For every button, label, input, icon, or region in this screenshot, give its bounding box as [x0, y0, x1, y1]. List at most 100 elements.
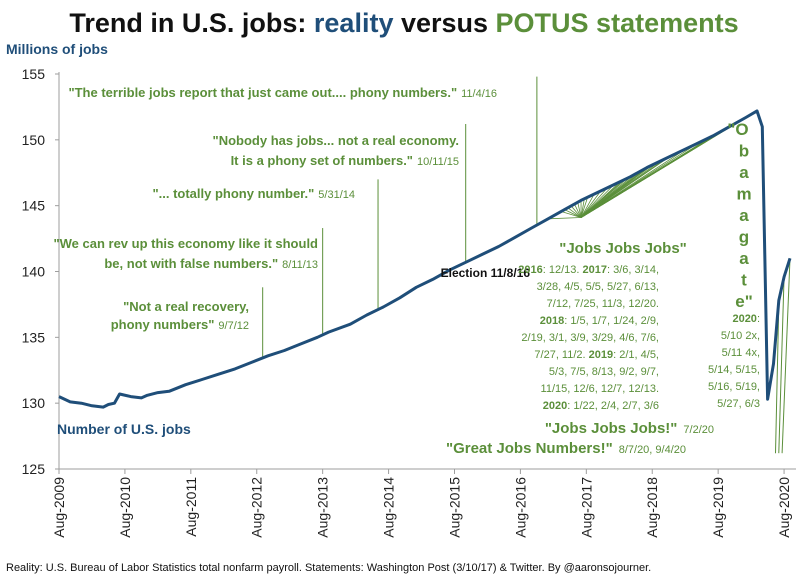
title-part3: versus	[393, 8, 495, 38]
statement-quote: "Nobody has jobs... not a real economy. I…	[213, 133, 459, 168]
statement-quote-line: "Not a real recovery,	[123, 299, 249, 314]
obamagate-date-text: 2020	[732, 313, 756, 325]
title-reality: reality	[314, 8, 394, 38]
jobs-tweet-line	[580, 193, 595, 218]
chart-title: Trend in U.S. jobs: reality versus POTUS…	[69, 8, 738, 38]
y-tick-label: 140	[22, 264, 46, 280]
jobs-tweet-line	[580, 187, 608, 218]
statement-quote: "Not a real recovery, phony numbers" 9/7/1…	[111, 299, 249, 332]
y-tick-label: 130	[22, 395, 46, 411]
axes: 125 130 135 140 145 150 155 Aug-2009 Aug-2010 Aug…	[22, 66, 796, 538]
statement-date: 11/4/16	[461, 88, 497, 100]
obamagate-date-text: 5/14, 5/15,	[708, 364, 760, 376]
jobs-tweet-line	[580, 156, 671, 218]
jobs-jobs-jobs-date-text: 11/15, 12/6, 12/7, 12/13.	[541, 383, 659, 395]
obamagate-date-text: 5/16, 5/19,	[708, 381, 760, 393]
jobs-tweet-line	[564, 209, 582, 218]
jobs-series-line	[58, 109, 792, 409]
footer-source: Reality: U.S. Bureau of Labor Statistics…	[6, 562, 652, 574]
obamagate-letter: b	[739, 142, 749, 161]
jobs-tweet-line	[548, 217, 582, 220]
late-tweet-line	[778, 276, 785, 454]
jobs-jobs-jobs-excl: "Jobs Jobs Jobs!" 7/2/20	[545, 420, 714, 437]
y-tick-label: 145	[22, 198, 46, 214]
jobs-tweet-line	[577, 202, 582, 218]
late-tweet-line	[774, 304, 780, 454]
x-tick-label: Aug-2009	[51, 477, 67, 538]
series-label: Number of U.S. jobs	[57, 421, 191, 437]
great-jobs-numbers-date: 8/7/20, 9/4/20	[619, 444, 686, 456]
x-tick-label: Aug-2013	[315, 477, 331, 538]
obamagate-letter: t	[741, 271, 747, 290]
obamagate-letter: "O	[727, 120, 748, 139]
election-label: Election 11/8/16	[441, 266, 531, 280]
x-tick-label: Aug-2015	[446, 477, 462, 538]
y-tick-label: 125	[22, 461, 46, 477]
statement-date: 10/11/15	[417, 156, 459, 168]
jobs-jobs-jobs-date-text: 2/19, 3/1, 3/9, 3/29, 4/6, 7/6,	[521, 332, 659, 344]
title-potus: POTUS statements	[496, 8, 739, 38]
jobs-tweet-line	[580, 198, 585, 218]
x-tick-label: Aug-2010	[117, 477, 133, 538]
obamagate-dates: 2020: 5/10 2x, 5/11 4x, 5/14, 5/15, 5/16, 5/…	[708, 313, 760, 410]
jobs-jobs-jobs-date-text: : 12/13.	[543, 264, 583, 276]
y-tick-label: 155	[22, 66, 46, 82]
obamagate-letter: e"	[735, 292, 753, 311]
jobs-tweet-line	[574, 203, 582, 218]
x-tick-label: Aug-2016	[512, 477, 528, 538]
jobs-tweet-line	[580, 197, 589, 218]
y-tick-label: 135	[22, 329, 46, 345]
annotations: "Not a real recovery, phony numbers" 9/7/1…	[53, 85, 760, 457]
statement-quote: "The terrible jobs report that just came…	[68, 85, 497, 100]
x-tick-label: Aug-2014	[381, 477, 397, 538]
jobs-jobs-jobs-date-text: 2017	[583, 264, 607, 276]
x-tick-label: Aug-2017	[578, 477, 594, 538]
obamagate-date-text: 5/27, 6/3	[717, 398, 760, 410]
jobs-jobs-jobs-date-text: : 2/1, 4/5,	[613, 349, 659, 361]
statement-quote-line: "We can rev up this economy like it shou…	[53, 236, 318, 251]
obamagate-date-text: :	[757, 313, 760, 325]
statement-quote-line: phony numbers"	[111, 317, 215, 332]
obamagate-date-text: 5/11 4x,	[722, 347, 760, 359]
great-jobs-numbers: "Great Jobs Numbers!" 8/7/20, 9/4/20	[446, 440, 686, 457]
x-tick-label: Aug-2018	[644, 477, 660, 538]
jobs-jobs-jobs-date-text: 2020	[543, 400, 567, 412]
jobs-jobs-jobs-date-text: 2018	[540, 315, 564, 327]
y-axis-label: Millions of jobs	[6, 41, 108, 57]
jobs-jobs-jobs-excl-quote: "Jobs Jobs Jobs!"	[545, 420, 678, 437]
x-tick-label: Aug-2019	[710, 477, 726, 538]
statement-date: 8/11/13	[282, 259, 318, 271]
jobs-jobs-jobs-date-text: 3/28, 4/5, 5/5, 5/27, 6/13,	[537, 281, 659, 293]
jobs-jobs-jobs-date-text: 7/27, 11/2.	[534, 349, 588, 361]
statement-quote-line: "... totally phony number."	[152, 186, 314, 201]
statement-quote-line: "Nobody has jobs... not a real economy.	[213, 133, 459, 148]
statement-date: 5/31/14	[318, 189, 355, 201]
obamagate-letter: a	[739, 163, 749, 182]
jobs-jobs-jobs-date-text: 2016	[518, 264, 542, 276]
obamagate-date-text: 5/10 2x,	[721, 330, 760, 342]
jobs-tweet-line	[567, 207, 582, 218]
statement-quote: "We can rev up this economy like it shou…	[53, 236, 318, 271]
jobs-jobs-jobs-date-text: 2019	[589, 349, 613, 361]
jobs-jobs-jobs-date-text: : 3/6, 3/14,	[607, 264, 659, 276]
jobs-jobs-jobs-heading: "Jobs Jobs Jobs"	[559, 240, 687, 257]
y-tick-label: 150	[22, 132, 46, 148]
great-jobs-numbers-quote: "Great Jobs Numbers!"	[446, 440, 613, 457]
statement-date: 9/7/12	[218, 320, 249, 332]
statement-quote: "... totally phony number." 5/31/14	[152, 186, 355, 201]
jobs-jobs-jobs-date-text: 5/3, 7/5, 8/13, 9/2, 9/7,	[549, 366, 659, 378]
obamagate-letter: a	[739, 249, 749, 268]
jobs-jobs-jobs-date-text: : 1/5, 1/7, 1/24, 2/9,	[564, 315, 659, 327]
obamagate-letter: g	[739, 228, 749, 247]
jobs-tweet-line	[580, 190, 602, 218]
jobs-jobs-jobs-date-text: : 1/22, 2/4, 2/7, 3/6	[567, 400, 659, 412]
x-tick-label: Aug-2012	[249, 477, 265, 538]
obamagate-letter: a	[739, 206, 749, 225]
jobs-jobs-jobs-date-text: 7/12, 7/25, 11/3, 12/20.	[547, 298, 659, 310]
jobs-jobs-jobs-dates: 2016: 12/13. 2017: 3/6, 3/14, 3/28, 4/5, …	[518, 264, 659, 412]
jobs-jobs-jobs-excl-date: 7/2/20	[683, 424, 714, 436]
statement-quote-line: be, not with false numbers."	[104, 256, 278, 271]
obamagate-letter: m	[736, 185, 751, 204]
title-part1: Trend in U.S. jobs:	[69, 8, 314, 38]
